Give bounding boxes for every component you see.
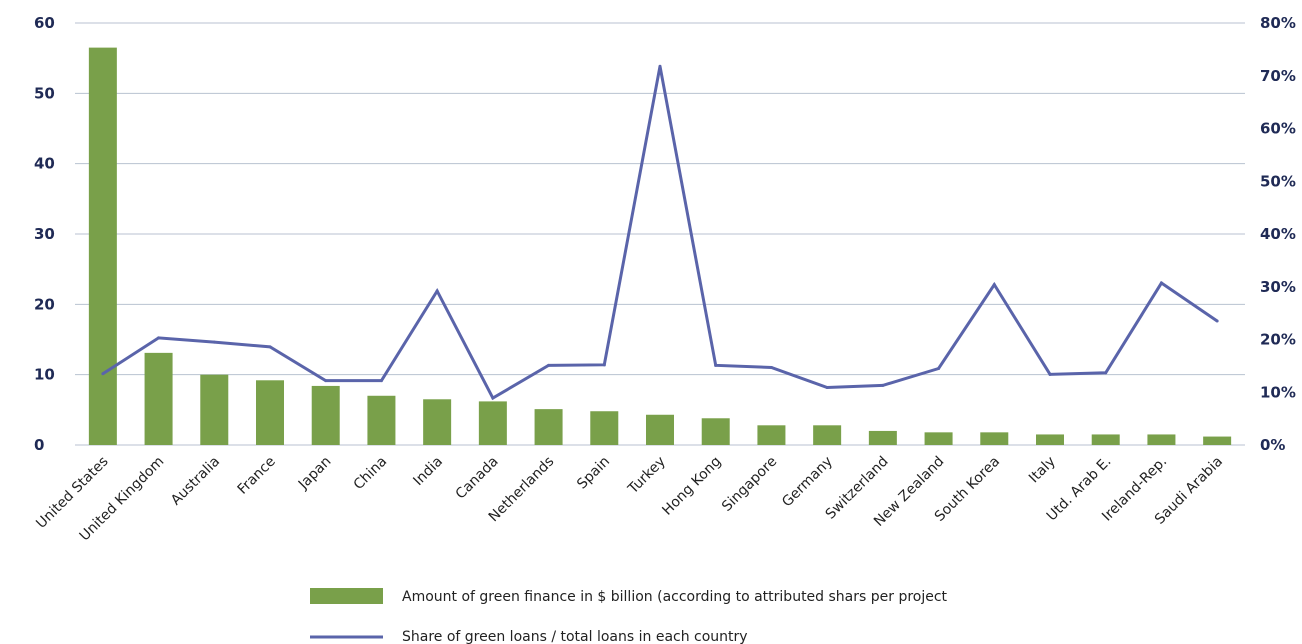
line-point bbox=[825, 386, 829, 390]
y-right-tick-label: 40% bbox=[1260, 225, 1296, 243]
x-tick-label: France bbox=[235, 454, 279, 498]
x-tick-label: Singapore bbox=[719, 454, 780, 515]
x-tick-label: Japan bbox=[295, 454, 335, 494]
y-left-tick-label: 10 bbox=[34, 366, 55, 384]
bar-series bbox=[88, 47, 1232, 445]
bar bbox=[590, 411, 619, 445]
line-point bbox=[1048, 372, 1052, 376]
y-left-tick-label: 60 bbox=[34, 14, 55, 32]
line-point bbox=[212, 340, 216, 344]
line-series bbox=[101, 64, 1219, 401]
y-right-tick-label: 30% bbox=[1260, 278, 1296, 296]
y-right-tick-label: 70% bbox=[1260, 67, 1296, 85]
bar bbox=[1203, 436, 1232, 445]
legend-swatch-bar bbox=[310, 588, 383, 604]
y-left-tick-label: 30 bbox=[34, 225, 55, 243]
bar bbox=[924, 432, 953, 445]
x-tick-label: Canada bbox=[453, 454, 502, 503]
bar bbox=[144, 352, 173, 445]
left-axis: 0 10 20 30 40 50 60 bbox=[34, 14, 55, 454]
y-left-tick-label: 50 bbox=[34, 84, 55, 102]
line-point bbox=[881, 383, 885, 387]
bar bbox=[868, 430, 897, 445]
bar bbox=[200, 374, 229, 445]
legend: Amount of green finance in $ billion (ac… bbox=[310, 588, 948, 644]
line-point bbox=[992, 283, 996, 287]
line-point bbox=[547, 363, 551, 367]
grid-lines bbox=[75, 22, 1245, 446]
bar bbox=[478, 401, 507, 445]
x-tick-label: Germany bbox=[779, 454, 836, 511]
line-point bbox=[491, 396, 495, 400]
line-point bbox=[1159, 281, 1163, 285]
y-left-tick-label: 20 bbox=[34, 295, 55, 313]
line-point bbox=[658, 64, 662, 68]
y-right-tick-label: 80% bbox=[1260, 14, 1296, 32]
y-right-tick-label: 0% bbox=[1260, 436, 1285, 454]
bar bbox=[646, 414, 674, 445]
line-point bbox=[769, 365, 773, 369]
bar bbox=[423, 399, 452, 445]
bar bbox=[1147, 434, 1176, 445]
line-point bbox=[268, 345, 272, 349]
y-right-tick-label: 20% bbox=[1260, 331, 1296, 349]
line-point bbox=[937, 367, 941, 371]
line-point bbox=[157, 336, 161, 340]
line-point bbox=[602, 363, 606, 367]
x-tick-label: China bbox=[351, 454, 391, 494]
x-tick-label: India bbox=[410, 454, 446, 490]
y-left-tick-label: 40 bbox=[34, 155, 55, 173]
x-tick-label: Spain bbox=[574, 454, 613, 493]
line-point bbox=[435, 289, 439, 293]
line-point bbox=[714, 363, 718, 367]
bar bbox=[367, 395, 396, 445]
x-tick-label: Turkey bbox=[625, 454, 669, 498]
y-right-tick-label: 60% bbox=[1260, 120, 1296, 138]
x-tick-label: Hong Kong bbox=[659, 454, 724, 519]
legend-label-bar: Amount of green finance in $ billion (ac… bbox=[402, 589, 948, 605]
right-axis: 0% 10% 20% 30% 40% 50% 60% 70% 80% bbox=[1260, 14, 1296, 454]
bar bbox=[757, 425, 786, 445]
line-point bbox=[324, 379, 328, 383]
bar bbox=[534, 409, 563, 445]
x-tick-label: Australia bbox=[168, 454, 223, 509]
y-right-tick-label: 50% bbox=[1260, 172, 1296, 190]
x-tick-label: Italy bbox=[1026, 454, 1059, 487]
legend-label-line: Share of green loans / total loans in ea… bbox=[402, 629, 748, 644]
line-point bbox=[379, 379, 383, 383]
y-left-tick-label: 0 bbox=[34, 436, 44, 454]
bar bbox=[813, 425, 842, 445]
line-point bbox=[1104, 371, 1108, 375]
bar bbox=[311, 385, 340, 445]
bar bbox=[1091, 434, 1120, 445]
bar bbox=[701, 418, 730, 445]
bar bbox=[88, 47, 117, 445]
bar bbox=[980, 432, 1009, 445]
line-point bbox=[1215, 319, 1219, 323]
y-right-tick-label: 10% bbox=[1260, 383, 1296, 401]
bar bbox=[256, 380, 284, 445]
line-point bbox=[101, 372, 105, 376]
bar bbox=[1036, 434, 1064, 445]
